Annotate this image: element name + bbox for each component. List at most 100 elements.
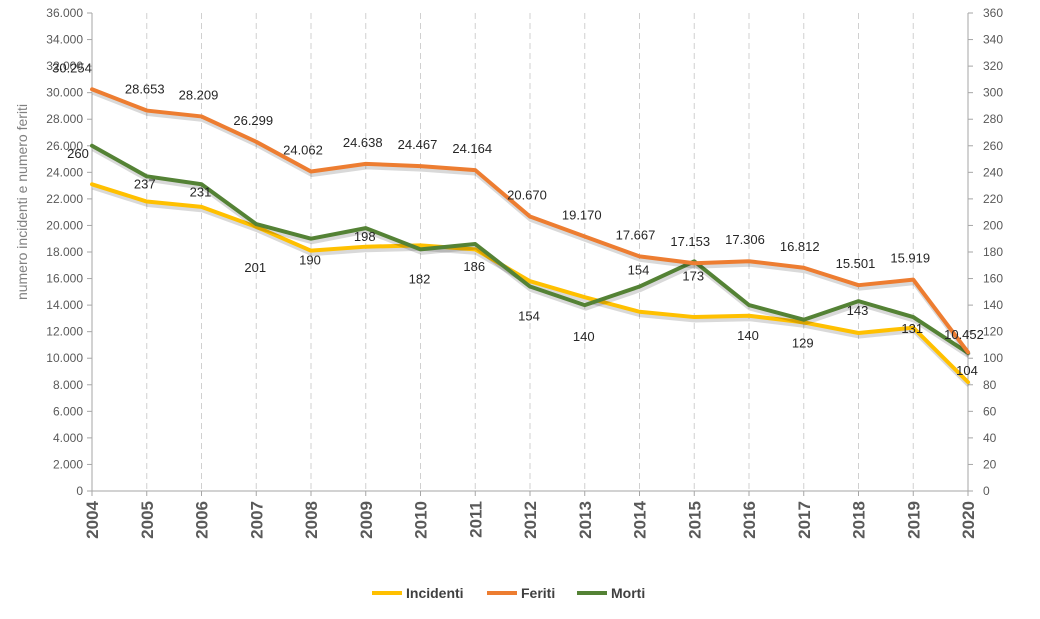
- legend-label-morti: Morti: [611, 585, 645, 601]
- data-label-morti: 104: [956, 363, 978, 378]
- x-tick-label: 2018: [850, 501, 869, 539]
- data-label-feriti: 24.164: [452, 141, 492, 156]
- data-label-morti: 140: [573, 329, 595, 344]
- data-label-morti: 201: [244, 260, 266, 275]
- y2-tick-label: 60: [983, 404, 997, 418]
- series: [90, 87, 971, 387]
- y2-tick-label: 140: [983, 298, 1003, 312]
- x-tick-label: 2005: [138, 501, 157, 539]
- y2-tick-label: 40: [983, 431, 997, 445]
- data-labels: 30.254 28.653 28.209 26.299 24.062 24.638 24.4…: [52, 60, 984, 378]
- data-label-feriti: 24.467: [398, 137, 438, 152]
- data-label-morti: 237: [134, 176, 156, 191]
- series-shadow: [91, 146, 971, 359]
- x-tick-label: 2020: [959, 501, 978, 539]
- data-label-feriti: 28.653: [125, 82, 165, 97]
- y-tick-label: 30.000: [46, 86, 83, 100]
- x-tick-label: 2017: [795, 501, 814, 539]
- grid: [91, 13, 969, 491]
- data-label-morti: 231: [190, 184, 212, 199]
- data-label-feriti: 28.209: [179, 87, 219, 102]
- y2-tick-label: 260: [983, 139, 1003, 153]
- data-label-morti: 198: [354, 229, 376, 244]
- y-tick-label: 28.000: [46, 112, 83, 126]
- y-tick-label: 14.000: [46, 298, 83, 312]
- x-tick-label: 2019: [904, 501, 923, 539]
- data-label-feriti: 30.254: [52, 60, 92, 75]
- y-tick-label: 20.000: [46, 218, 83, 232]
- y2-tick-label: 0: [983, 484, 990, 498]
- y-tick-label: 36.000: [46, 6, 83, 20]
- y-tick-label: 8.000: [53, 378, 83, 392]
- x-tick-label: 2008: [302, 501, 321, 539]
- data-label-morti: 260: [67, 146, 89, 161]
- data-label-feriti: 16.812: [780, 239, 820, 254]
- data-label-feriti: 17.153: [670, 234, 710, 249]
- legend: Incidenti Feriti Morti: [372, 585, 645, 601]
- legend-label-feriti: Feriti: [521, 585, 555, 601]
- y-tick-label: 10.000: [46, 351, 83, 365]
- x-tick-label: 2012: [521, 501, 540, 539]
- data-label-morti: 140: [737, 328, 759, 343]
- data-label-feriti: 24.062: [283, 143, 323, 158]
- data-label-feriti: 20.670: [507, 188, 547, 203]
- y-tick-label: 4.000: [53, 431, 83, 445]
- y-tick-label: 16.000: [46, 272, 83, 286]
- series-shadow: [92, 184, 971, 387]
- y2-tick-label: 340: [983, 33, 1003, 47]
- data-label-morti: 131: [901, 321, 923, 336]
- data-label-feriti: 19.170: [562, 207, 602, 222]
- data-label-feriti: 15.919: [890, 251, 930, 266]
- y2-tick-label: 180: [983, 245, 1003, 259]
- data-label-feriti: 10.452: [944, 327, 984, 342]
- x-tick-label: 2006: [193, 501, 212, 539]
- x-tick-label: 2011: [466, 501, 485, 538]
- y-tick-label: 6.000: [53, 404, 83, 418]
- x-tick-label: 2014: [631, 500, 650, 538]
- x-tick-label: 2004: [83, 500, 102, 538]
- x-tick-label: 2016: [740, 501, 759, 539]
- y-axis-title: numero incidenti e numero feriti: [14, 104, 30, 300]
- y-tick-label: 22.000: [46, 192, 83, 206]
- legend-label-incidenti: Incidenti: [406, 585, 464, 601]
- data-label-morti: 182: [409, 271, 431, 286]
- data-label-morti: 186: [463, 259, 485, 274]
- x-tick-label: 2007: [247, 501, 266, 539]
- y-tick-label: 26.000: [46, 139, 83, 153]
- y2-tick-label: 80: [983, 378, 997, 392]
- data-label-morti: 143: [847, 303, 869, 318]
- y2-tick-label: 360: [983, 6, 1003, 20]
- series-line-feriti: [90, 87, 970, 355]
- y2-tick-label: 220: [983, 192, 1003, 206]
- y-tick-label: 12.000: [46, 325, 83, 339]
- data-label-feriti: 17.667: [616, 227, 656, 242]
- data-label-morti: 154: [518, 309, 540, 324]
- data-label-feriti: 17.306: [725, 232, 765, 247]
- y-tick-label: 24.000: [46, 165, 83, 179]
- y2-tick-label: 300: [983, 86, 1003, 100]
- y2-tick-label: 100: [983, 351, 1003, 365]
- y-tick-label: 0: [76, 484, 83, 498]
- data-label-feriti: 24.638: [343, 135, 383, 150]
- y2-tick-label: 20: [983, 457, 997, 471]
- y-tick-label: 34.000: [46, 33, 83, 47]
- x-tick-label: 2010: [412, 501, 431, 539]
- data-label-feriti: 26.299: [233, 113, 273, 128]
- y2-tick-label: 280: [983, 112, 1003, 126]
- data-label-feriti: 15.501: [836, 256, 876, 271]
- series-line-incidenti: [90, 182, 970, 385]
- y2-tick-label: 200: [983, 218, 1003, 232]
- x-tick-label: 2009: [357, 501, 376, 539]
- y2-tick-label: 240: [983, 165, 1003, 179]
- y-tick-label: 32.000: [46, 59, 83, 73]
- data-label-morti: 129: [792, 336, 814, 351]
- data-label-morti: 154: [628, 263, 650, 278]
- series-line-morti: [90, 143, 970, 355]
- y-tick-label: 2.000: [53, 457, 83, 471]
- y2-tick-label: 320: [983, 59, 1003, 73]
- data-label-morti: 173: [682, 268, 704, 283]
- x-tick-label: 2015: [685, 501, 704, 539]
- y2-tick-label: 160: [983, 272, 1003, 286]
- axes: 0 2.000 4.000 6.000 8.000 10.000 12.000 14.000 1…: [46, 6, 1003, 539]
